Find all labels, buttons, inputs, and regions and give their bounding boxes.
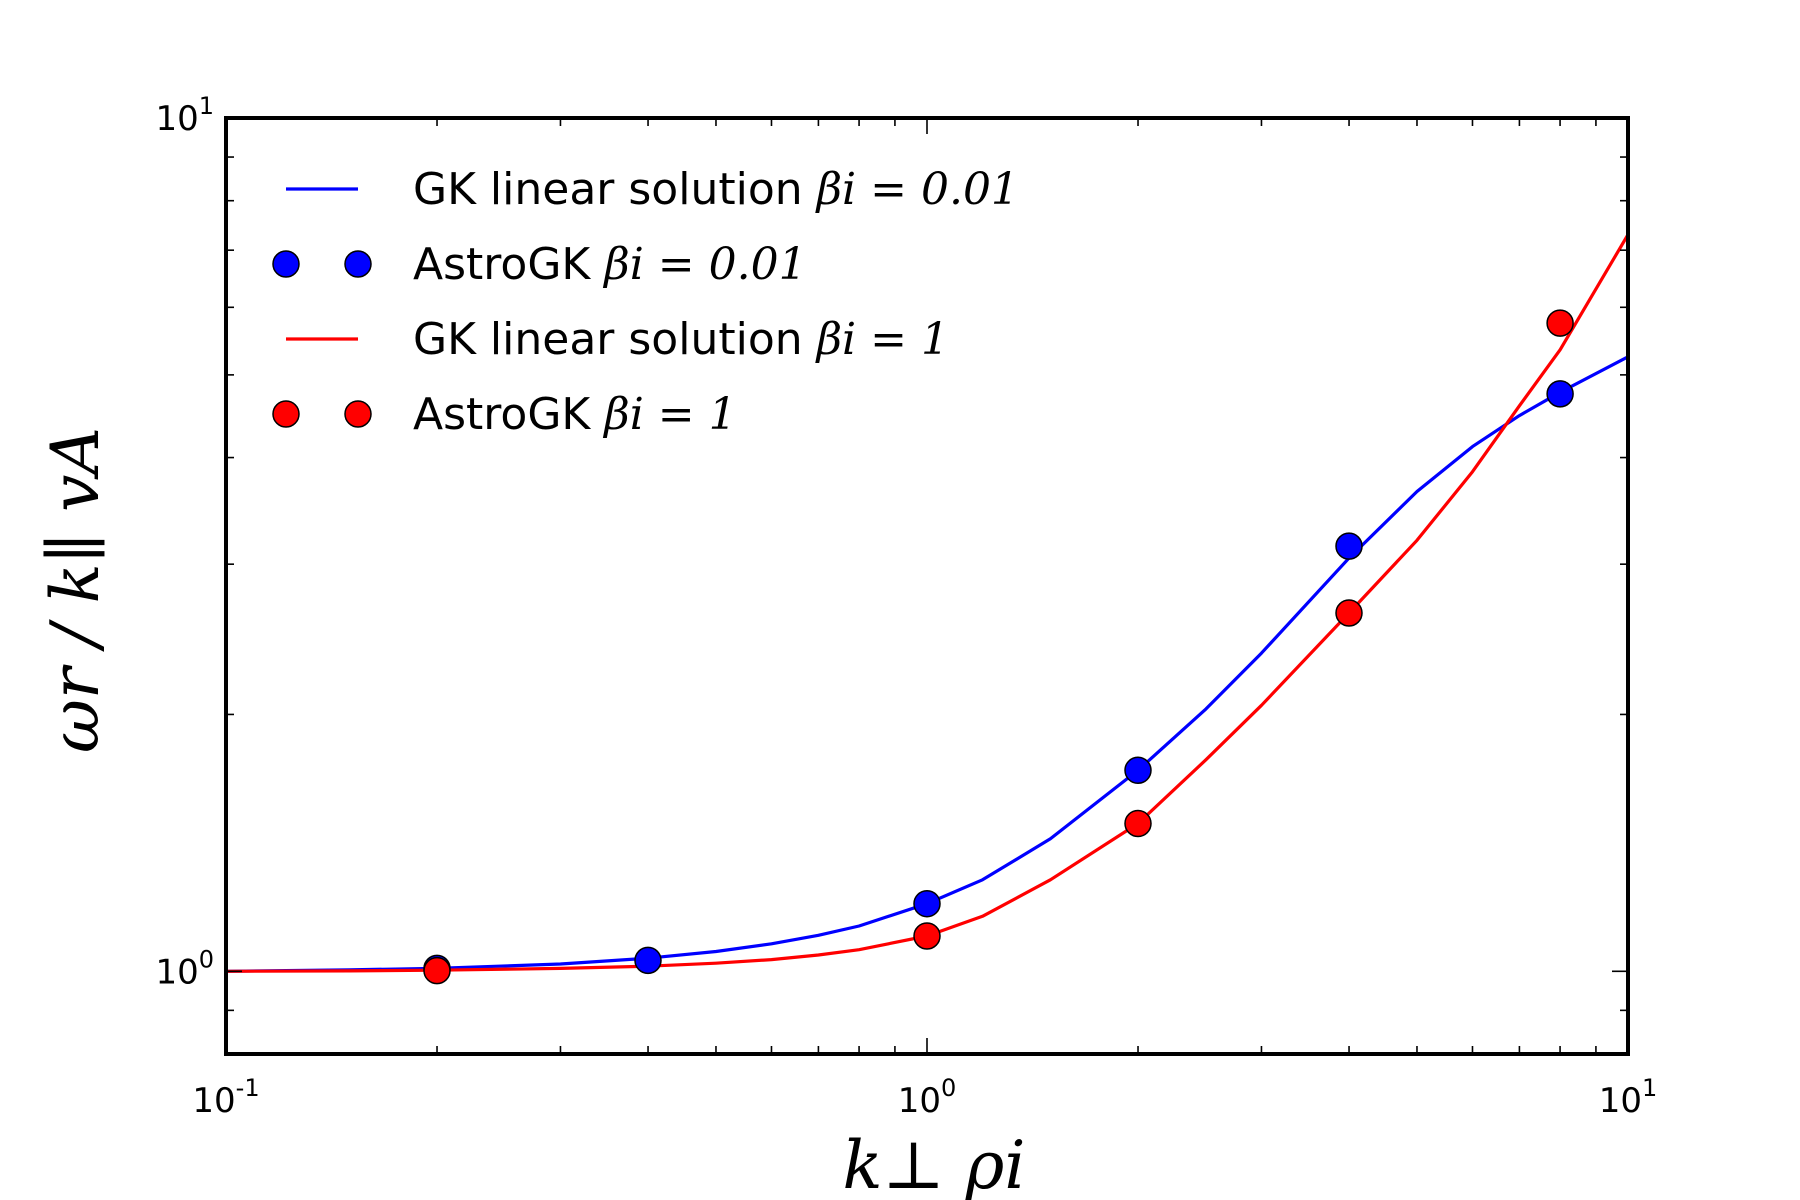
- data-point-3-1: [913, 922, 941, 950]
- x-tick-label: 10-1: [192, 1074, 259, 1121]
- legend-swatch-marker-3-0: [272, 400, 300, 428]
- legend: GK linear solution βi = 0.01 AstroGK βi =…: [272, 164, 1019, 440]
- legend-item-3: AstroGK βi = 1: [272, 389, 737, 440]
- x-tick-label: 100: [898, 1074, 957, 1121]
- series-line-0: [226, 355, 1628, 973]
- y-tick-label: 100: [155, 945, 214, 992]
- y-axis-label-text: ωr / k∥ vA: [37, 427, 114, 753]
- y-axis-label: ωr / k∥ vA: [37, 427, 114, 753]
- tick-layer: 10-1 100 101 100 101: [155, 92, 1657, 1121]
- data-point-3-4: [1546, 309, 1574, 337]
- legend-item-2: GK linear solution βi = 1: [286, 314, 949, 365]
- legend-swatch-marker-1-1: [344, 250, 372, 278]
- legend-label-3: AstroGK βi = 1: [413, 389, 737, 440]
- legend-label-1: AstroGK βi = 0.01: [413, 239, 807, 290]
- x-tick-label: 101: [1599, 1074, 1658, 1121]
- data-point-1-5: [1546, 380, 1574, 408]
- legend-item-0: GK linear solution βi = 0.01: [286, 164, 1019, 215]
- legend-swatch-marker-3-1: [344, 400, 372, 428]
- y-tick-label: 101: [155, 92, 214, 139]
- data-point-1-2: [913, 889, 941, 918]
- legend-swatch-marker-1-0: [272, 250, 300, 278]
- plot-data-layer: [226, 233, 1628, 985]
- data-point-1-1: [634, 946, 662, 975]
- data-point-3-0: [423, 956, 451, 985]
- data-point-1-4: [1335, 532, 1363, 560]
- data-point-3-2: [1124, 809, 1152, 838]
- legend-label-0: GK linear solution βi = 0.01: [413, 164, 1019, 215]
- x-axis-label: k⊥ ρi: [843, 1127, 1026, 1200]
- legend-item-1: AstroGK βi = 0.01: [272, 239, 807, 290]
- data-point-3-3: [1335, 599, 1363, 627]
- data-point-1-3: [1124, 756, 1152, 785]
- series-line-2: [226, 233, 1628, 973]
- legend-label-2: GK linear solution βi = 1: [413, 314, 949, 365]
